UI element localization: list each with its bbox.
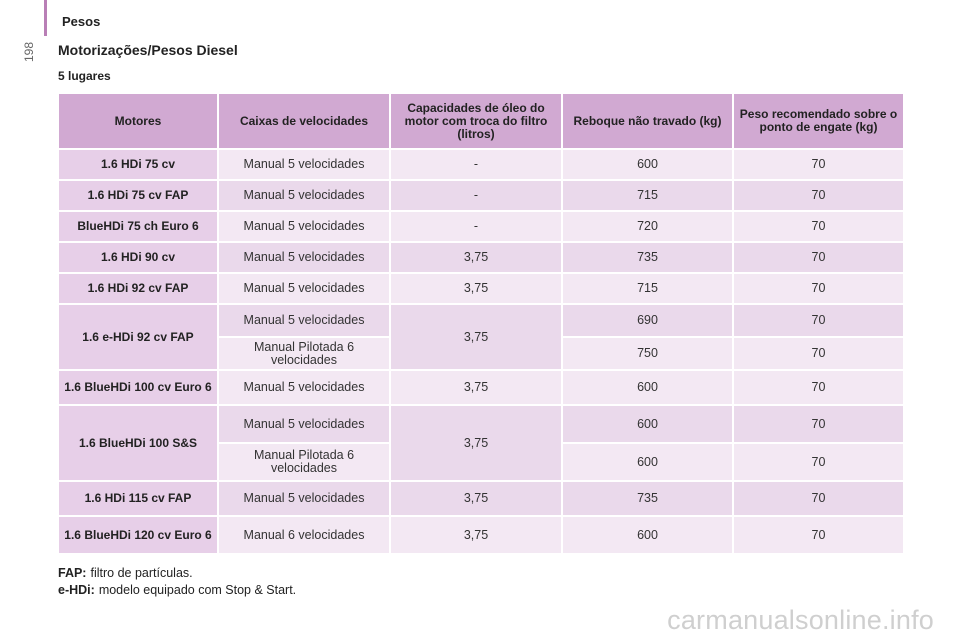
seating-subtitle: 5 lugares xyxy=(58,69,111,83)
table-row: Manual Pilotada 6 velocidades 750 70 xyxy=(58,336,905,371)
hitch-weight-cell: 70 xyxy=(732,272,905,305)
oil-capacity-cell: - xyxy=(389,179,563,212)
gearbox-cell: Manual Pilotada 6 velocidades xyxy=(217,442,391,482)
gearbox-cell: Manual 6 velocidades xyxy=(217,515,391,555)
hitch-weight-cell: 70 xyxy=(732,515,905,555)
sidebar-accent-rule xyxy=(44,0,47,36)
table-row: 1.6 HDi 115 cv FAP Manual 5 velocidades … xyxy=(57,480,905,517)
gearbox-cell: Manual 5 velocidades xyxy=(217,179,391,212)
footnote-text: modelo equipado com Stop & Start. xyxy=(98,583,297,597)
hitch-weight-cell: 70 xyxy=(732,480,905,517)
footnote-fap: FAP: filtro de partículas. xyxy=(58,566,296,580)
engine-cell: 1.6 BlueHDi 120 cv Euro 6 xyxy=(57,515,219,555)
trailer-weight-cell: 735 xyxy=(561,241,734,274)
footnote-term: e-HDi: xyxy=(58,583,95,597)
oil-capacity-cell: 3,75 xyxy=(389,515,563,555)
table-row: Manual Pilotada 6 velocidades 600 70 xyxy=(58,442,905,482)
gearbox-cell: Manual 5 velocidades xyxy=(217,480,391,517)
table-row: 1.6 BlueHDi 100 S&S Manual 5 velocidades… xyxy=(57,404,905,482)
oil-capacity-cell: 3,75 xyxy=(389,369,563,406)
oil-capacity-cell: - xyxy=(389,148,563,181)
page-title: Motorizações/Pesos Diesel xyxy=(58,42,238,58)
trailer-weight-cell: 600 xyxy=(561,515,734,555)
engine-cell: 1.6 HDi 75 cv FAP xyxy=(57,179,219,212)
oil-capacity-cell: 3,75 xyxy=(389,480,563,517)
section-header: Pesos xyxy=(62,14,101,29)
table-row: 1.6 HDi 75 cv FAP Manual 5 velocidades -… xyxy=(57,179,905,212)
table-row: BlueHDi 75 ch Euro 6 Manual 5 velocidade… xyxy=(57,210,905,243)
engine-cell: 1.6 BlueHDi 100 cv Euro 6 xyxy=(57,369,219,406)
trailer-weight-cell: 600 xyxy=(561,404,734,444)
hitch-weight-cell: 70 xyxy=(732,336,905,371)
oil-capacity-cell: 3,75 xyxy=(389,241,563,274)
footnote-ehdi: e-HDi: modelo equipado com Stop & Start. xyxy=(58,583,296,597)
page-number: 198 xyxy=(22,41,36,62)
footnote-text: filtro de partículas. xyxy=(90,566,193,580)
hitch-weight-cell: 70 xyxy=(732,369,905,406)
hitch-weight-cell: 70 xyxy=(732,303,905,338)
column-header-gearbox: Caixas de velocidades xyxy=(217,92,391,150)
trailer-weight-cell: 715 xyxy=(561,272,734,305)
column-header-oil-capacity: Capacidades de óleo do motor com troca d… xyxy=(389,92,563,150)
oil-capacity-cell: 3,75 xyxy=(389,404,563,482)
engine-cell: 1.6 BlueHDi 100 S&S xyxy=(57,404,219,482)
oil-capacity-cell: - xyxy=(389,210,563,243)
gearbox-cell: Manual 5 velocidades xyxy=(217,303,391,338)
table-row: 1.6 BlueHDi 100 cv Euro 6 Manual 5 veloc… xyxy=(57,369,905,406)
gearbox-cell: Manual 5 velocidades xyxy=(217,241,391,274)
diesel-weights-table: Motores Caixas de velocidades Capacidade… xyxy=(57,92,905,555)
footnotes: FAP: filtro de partículas. e-HDi: modelo e… xyxy=(58,566,296,600)
trailer-weight-cell: 715 xyxy=(561,179,734,212)
hitch-weight-cell: 70 xyxy=(732,148,905,181)
trailer-weight-cell: 720 xyxy=(561,210,734,243)
table-row: 1.6 HDi 92 cv FAP Manual 5 velocidades 3… xyxy=(57,272,905,305)
gearbox-cell: Manual 5 velocidades xyxy=(217,148,391,181)
engine-cell: 1.6 HDi 90 cv xyxy=(57,241,219,274)
hitch-weight-cell: 70 xyxy=(732,404,905,444)
oil-capacity-cell: 3,75 xyxy=(389,272,563,305)
engine-cell: 1.6 HDi 92 cv FAP xyxy=(57,272,219,305)
footnote-term: FAP: xyxy=(58,566,87,580)
trailer-weight-cell: 690 xyxy=(561,303,734,338)
table-row: 1.6 HDi 75 cv Manual 5 velocidades - 600… xyxy=(57,148,905,181)
gearbox-cell: Manual 5 velocidades xyxy=(217,404,391,444)
oil-capacity-cell: 3,75 xyxy=(389,303,563,371)
gearbox-cell: Manual Pilotada 6 velocidades xyxy=(217,336,391,371)
hitch-weight-cell: 70 xyxy=(732,241,905,274)
gearbox-cell: Manual 5 velocidades xyxy=(217,210,391,243)
engine-cell: 1.6 HDi 75 cv xyxy=(57,148,219,181)
watermark: carmanualsonline.info xyxy=(667,605,934,635)
trailer-weight-cell: 735 xyxy=(561,480,734,517)
trailer-weight-cell: 600 xyxy=(561,369,734,406)
table-row: 1.6 BlueHDi 120 cv Euro 6 Manual 6 veloc… xyxy=(57,515,905,555)
gearbox-cell: Manual 5 velocidades xyxy=(217,369,391,406)
hitch-weight-cell: 70 xyxy=(732,442,905,482)
trailer-weight-cell: 600 xyxy=(561,442,734,482)
table-row: 1.6 HDi 90 cv Manual 5 velocidades 3,75 … xyxy=(57,241,905,274)
hitch-weight-cell: 70 xyxy=(732,210,905,243)
column-header-engines: Motores xyxy=(57,92,219,150)
engine-cell: 1.6 e-HDi 92 cv FAP xyxy=(57,303,219,371)
engine-cell: BlueHDi 75 ch Euro 6 xyxy=(57,210,219,243)
trailer-weight-cell: 600 xyxy=(561,148,734,181)
engine-cell: 1.6 HDi 115 cv FAP xyxy=(57,480,219,517)
table-row: 1.6 e-HDi 92 cv FAP Manual 5 velocidades… xyxy=(57,303,905,371)
hitch-weight-cell: 70 xyxy=(732,179,905,212)
column-header-unbraked-trailer: Reboque não travado (kg) xyxy=(561,92,734,150)
table-header-row: Motores Caixas de velocidades Capacidade… xyxy=(57,92,905,150)
column-header-hitch-weight: Peso recomendado sobre o ponto de engate… xyxy=(732,92,905,150)
trailer-weight-cell: 750 xyxy=(561,336,734,371)
gearbox-cell: Manual 5 velocidades xyxy=(217,272,391,305)
